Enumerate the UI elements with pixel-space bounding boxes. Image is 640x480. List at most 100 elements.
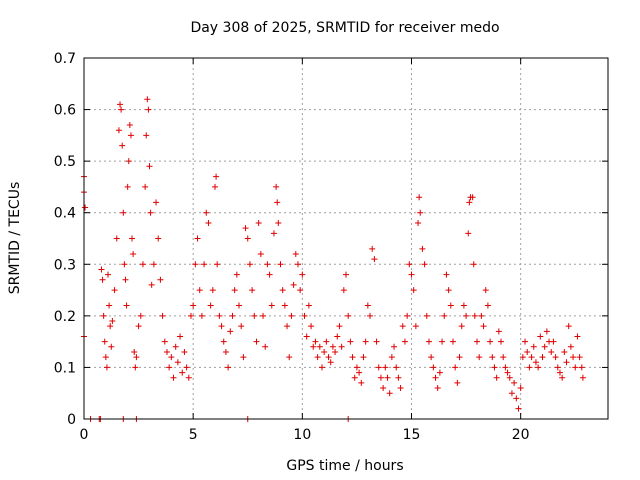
data-point: [487, 338, 494, 345]
data-point: [364, 302, 371, 309]
data-point: [294, 261, 301, 268]
data-point: [242, 225, 249, 232]
x-tick-label: 10: [293, 427, 311, 443]
data-point: [430, 364, 437, 371]
data-point: [227, 328, 234, 335]
data-point: [384, 374, 391, 381]
data-point: [469, 194, 476, 201]
data-point: [144, 96, 151, 103]
data-point: [130, 250, 137, 257]
data-point: [345, 312, 352, 319]
data-point: [146, 163, 153, 170]
data-point: [303, 333, 310, 340]
data-point: [332, 348, 339, 355]
data-point: [463, 312, 470, 319]
data-point: [318, 364, 325, 371]
data-point: [179, 369, 186, 376]
data-point: [222, 348, 229, 355]
data-point: [231, 287, 238, 294]
data-point: [118, 106, 125, 113]
data-point: [255, 220, 262, 227]
data-point: [181, 348, 188, 355]
data-point: [471, 312, 478, 319]
data-point: [148, 281, 155, 288]
data-point: [135, 323, 142, 330]
data-point: [98, 266, 105, 273]
data-point: [127, 132, 134, 139]
data-point: [277, 261, 284, 268]
data-point: [416, 194, 423, 201]
data-point: [103, 364, 110, 371]
data-point: [288, 312, 295, 319]
data-point: [168, 354, 175, 361]
data-point: [439, 338, 446, 345]
data-point: [338, 343, 345, 350]
data-point: [336, 323, 343, 330]
data-point: [214, 261, 221, 268]
y-tick-label: 0.5: [54, 154, 76, 170]
data-point: [163, 348, 170, 355]
data-point: [454, 379, 461, 386]
data-point: [349, 354, 356, 361]
data-point: [524, 348, 531, 355]
data-point: [404, 312, 411, 319]
data-point: [310, 343, 317, 350]
data-point: [286, 354, 293, 361]
data-point: [401, 338, 408, 345]
data-point: [484, 302, 491, 309]
data-point: [367, 312, 374, 319]
data-point: [559, 374, 566, 381]
data-point: [399, 323, 406, 330]
data-point: [417, 209, 424, 216]
data-point: [192, 261, 199, 268]
data-point: [292, 250, 299, 257]
data-point: [145, 106, 152, 113]
data-point: [297, 287, 304, 294]
data-point: [526, 364, 533, 371]
data-point: [109, 318, 116, 325]
data-point: [443, 271, 450, 278]
data-point: [133, 354, 140, 361]
y-axis-label: SRMTID / TECUs: [7, 182, 23, 295]
data-point: [508, 390, 515, 397]
grid-lines: [84, 58, 608, 419]
data-point: [532, 359, 539, 366]
data-point: [375, 364, 382, 371]
data-point: [308, 323, 315, 330]
data-point: [428, 354, 435, 361]
data-point: [565, 323, 572, 330]
data-point: [425, 338, 432, 345]
data-point: [275, 220, 282, 227]
data-point: [194, 235, 201, 242]
data-point: [447, 302, 454, 309]
y-tick-label: 0.1: [54, 360, 76, 376]
data-point: [550, 338, 557, 345]
data-point: [491, 364, 498, 371]
data-point: [489, 354, 496, 361]
data-point: [327, 359, 334, 366]
data-point: [213, 173, 220, 180]
data-point: [229, 312, 236, 319]
data-point: [260, 312, 267, 319]
data-point: [432, 374, 439, 381]
data-point: [456, 354, 463, 361]
data-point: [513, 395, 520, 402]
data-point: [273, 183, 280, 190]
data-point: [209, 287, 216, 294]
data-point: [166, 364, 173, 371]
data-point: [504, 369, 511, 376]
data-point: [325, 354, 332, 361]
data-point: [323, 338, 330, 345]
data-point: [299, 271, 306, 278]
data-point: [380, 385, 387, 392]
data-point: [493, 374, 500, 381]
data-point: [121, 261, 128, 268]
data-point: [201, 261, 208, 268]
data-point: [143, 132, 150, 139]
data-point: [393, 364, 400, 371]
y-tick-label: 0: [67, 412, 76, 428]
data-point: [410, 287, 417, 294]
data-point: [436, 369, 443, 376]
